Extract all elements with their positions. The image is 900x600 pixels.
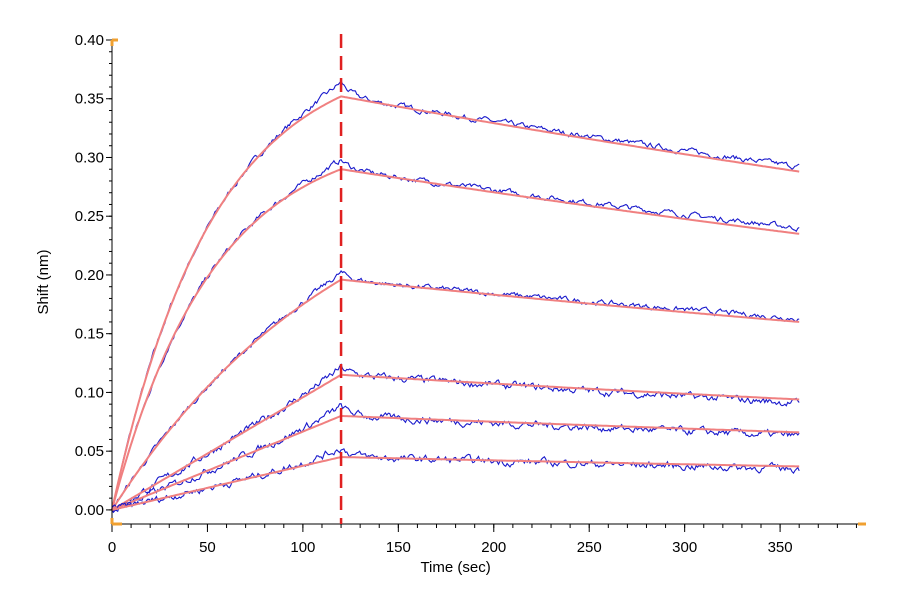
x-tick-label: 50 [199, 539, 216, 556]
series-layer [111, 79, 800, 514]
x-tick-label: 200 [481, 539, 506, 556]
x-tick-label: 100 [290, 539, 315, 556]
fit-curve-6 [111, 455, 800, 511]
y-tick-label: 0.30 [75, 149, 104, 166]
x-tick-label: 250 [577, 539, 602, 556]
axis-corner-markers [110, 38, 866, 526]
x-tick-label: 150 [386, 539, 411, 556]
fit-curve-4 [111, 373, 800, 511]
y-axis-title: Shift (nm) [35, 249, 52, 314]
x-tick-label: 350 [768, 539, 793, 556]
data-trace-1 [111, 79, 800, 513]
y-ticks: 0.00 0.05 0.10 0.15 0.20 0.25 0.30 0.35 0.40 [75, 32, 112, 519]
x-ticks: 0 50 100 150 200 250 300 350 [108, 524, 857, 556]
x-tick-label: 0 [108, 539, 116, 556]
y-tick-label: 0.05 [75, 443, 104, 460]
y-tick-label: 0.25 [75, 208, 104, 225]
x-tick-label: 300 [672, 539, 697, 556]
y-tick-label: 0.40 [75, 32, 104, 49]
y-tick-label: 0.15 [75, 326, 104, 343]
x-axis-title: Time (sec) [420, 559, 490, 576]
y-tick-label: 0.20 [75, 267, 104, 284]
y-tick-label: 0.35 [75, 91, 104, 108]
fit-curve-5 [111, 414, 800, 511]
fit-curve-3 [111, 278, 800, 511]
axes-layer: 0.00 0.05 0.10 0.15 0.20 0.25 0.30 0.35 0.40 0 50… [75, 32, 866, 556]
data-trace-3 [111, 269, 800, 510]
y-tick-label: 0.00 [75, 502, 104, 519]
y-tick-label: 0.10 [75, 384, 104, 401]
fit-curve-1 [111, 95, 800, 511]
fit-curve-2 [111, 168, 800, 511]
data-trace-6 [111, 448, 800, 514]
